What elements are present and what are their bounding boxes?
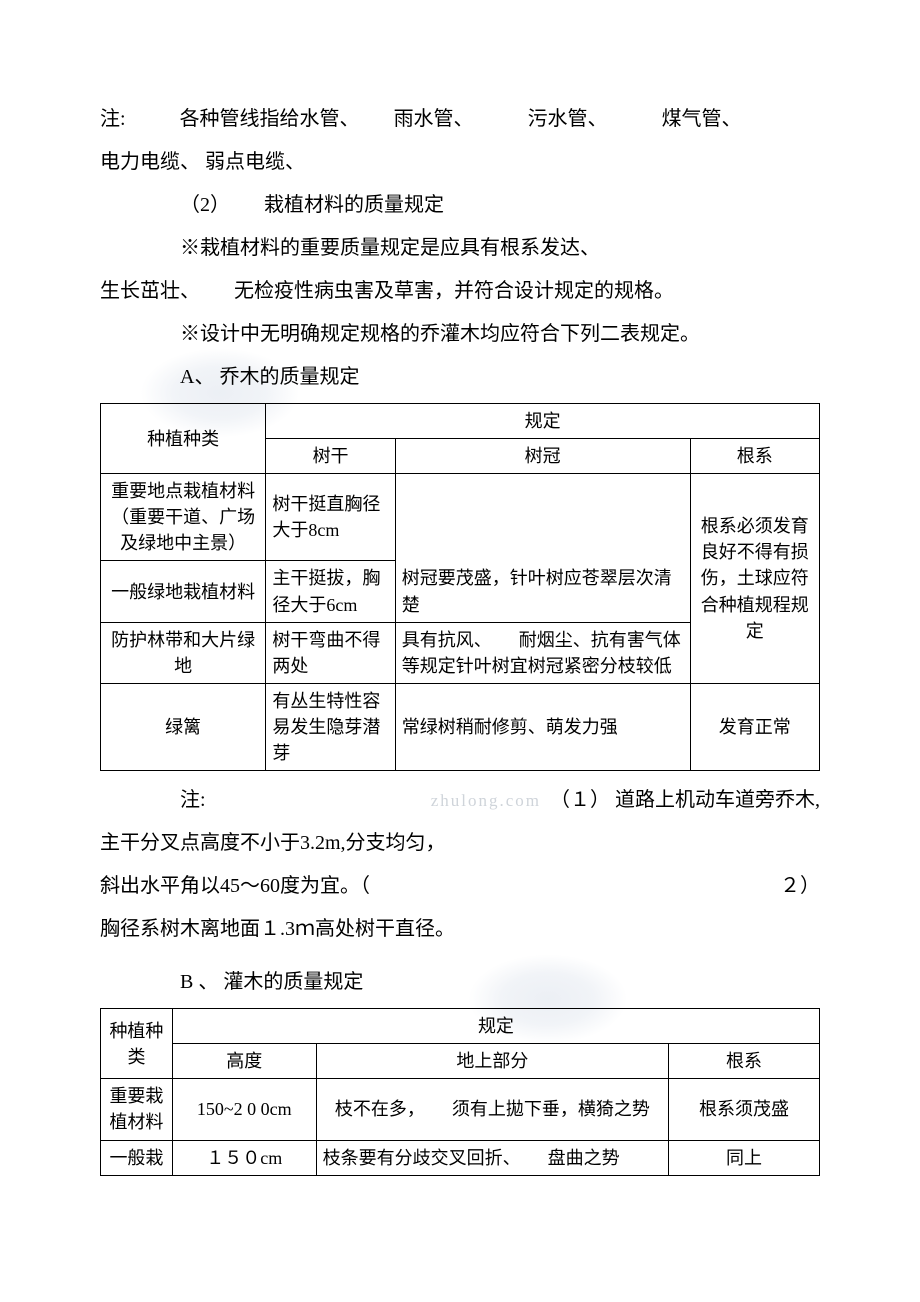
thb-category: 种植种类 [101,1009,173,1079]
th-category: 种植种类 [101,404,266,474]
para-growth-a: 生长茁壮、 [100,280,200,302]
cellb-above-2: 枝条要有分歧交叉回折、 盘曲之势 [316,1140,668,1175]
post-note-line4: 胸径系树木离地面１.3ｍ高处树干直径。 [100,910,820,949]
table-row: 种植种类 规定 [101,404,820,439]
para-star-1: ※栽植材料的重要质量规定是应具有根系发达、 [100,229,820,268]
table-row: 一般栽 １５０cm 枝条要有分歧交叉回折、 盘曲之势 同上 [101,1140,820,1175]
th-trunk: 树干 [266,439,395,474]
thb-regulation: 规定 [172,1009,819,1044]
note-text-1c: 雨水管、 [394,108,474,130]
section-2-heading: （2） 栽植材料的质量规定 [100,186,820,225]
cell-trunk-3: 树干弯曲不得两处 [266,622,395,683]
note-top-line2: 电力电缆、 弱点电缆、 [100,143,820,182]
para-growth-b: 无检疫性病虫害及草害，并符合设计规定的规格。 [234,280,674,302]
cell-category-1: 重要地点栽植材料（重要干道、广场及绿地中主景） [101,474,266,561]
para-growth: 生长茁壮、 无检疫性病虫害及草害，并符合设计规定的规格。 [100,272,820,311]
post-note-line2: 主干分叉点高度不小于3.2m,分支均匀， [100,824,820,863]
cell-crown-3: 具有抗风、 耐烟尘、抗有害气体等规定针叶树宜树冠紧密分枝较低 [395,622,690,683]
table-row: 高度 地上部分 根系 [101,1044,820,1079]
note-text-1b: 各种管线指给水管、 [180,108,360,130]
post-note-label: 注: [180,781,206,820]
cell-trunk-1: 树干挺直胸径大于8cm [266,474,395,561]
section-2-number: （2） [180,194,230,216]
cell-category-4: 绿篱 [101,683,266,770]
table-row: 重要地点栽植材料（重要干道、广场及绿地中主景） 树干挺直胸径大于8cm 树冠要茂… [101,474,820,561]
section-a-heading: A、 乔木的质量规定 [100,358,820,397]
th-crown: 树冠 [395,439,690,474]
cell-crown-4: 常绿树稍耐修剪、萌发力强 [395,683,690,770]
th-regulation: 规定 [266,404,820,439]
thb-height: 高度 [172,1044,316,1079]
cellb-height-1: 150~2 0 0cm [172,1079,316,1140]
note-top-line1: 注: 各种管线指给水管、 雨水管、 污水管、 煤气管、 [100,100,820,139]
section-a-title: A、 乔木的质量规定 [180,366,359,388]
table-a-tree-quality: 种植种类 规定 树干 树冠 根系 重要地点栽植材料（重要干道、广场及绿地中主景）… [100,403,820,771]
cellb-category-2: 一般栽 [101,1140,173,1175]
cell-root-4: 发育正常 [690,683,819,770]
thb-root: 根系 [668,1044,819,1079]
section-b-heading: B 、 灌木的质量规定 [100,963,820,1002]
post-note-line3b: ２） [780,867,820,906]
cell-root-merged: 根系必须发育良好不得有损伤，土球应符合种植规程规定 [690,474,819,684]
table-b-shrub-quality: 种植种类 规定 高度 地上部分 根系 重要栽植材料 150~2 0 0cm 枝不… [100,1008,820,1175]
cellb-root-1: 根系须茂盛 [668,1079,819,1140]
cellb-height-2: １５０cm [172,1140,316,1175]
note-label: 注: [100,108,126,130]
note-text-1d: 污水管、 [528,108,608,130]
note-text-1e: 煤气管、 [662,108,742,130]
cellb-category-1: 重要栽植材料 [101,1079,173,1140]
post-note-line3a: 斜出水平角以45～60度为宜。（ [100,875,370,897]
cell-trunk-2: 主干挺拔，胸径大于6cm [266,561,395,622]
cellb-above-1: 枝不在多， 须有上拋下垂，横猗之势 [316,1079,668,1140]
cell-trunk-4: 有丛生特性容易发生隐芽潜芽 [266,683,395,770]
post-note-line1: 注: zhulong.com （１） 道路上机动车道旁乔木, [100,781,820,820]
post-note-num1: （１） [550,789,610,811]
cell-category-3: 防护林带和大片绿地 [101,622,266,683]
post-note-r1: 道路上机动车道旁乔木, [615,789,820,811]
thb-above: 地上部分 [316,1044,668,1079]
table-row: 重要栽植材料 150~2 0 0cm 枝不在多， 须有上拋下垂，横猗之势 根系须… [101,1079,820,1140]
watermark-text: zhulong.com [431,791,541,810]
para-star-2: ※设计中无明确规定规格的乔灌木均应符合下列二表规定。 [100,315,820,354]
post-note-line3: 斜出水平角以45～60度为宜。（ ２） [100,867,820,906]
cell-crown-1: 树冠要茂盛，针叶树应苍翠层次清楚 [395,474,690,622]
section-2-title: 栽植材料的质量规定 [264,194,444,216]
cell-category-2: 一般绿地栽植材料 [101,561,266,622]
cellb-root-2: 同上 [668,1140,819,1175]
table-row: 绿篱 有丛生特性容易发生隐芽潜芽 常绿树稍耐修剪、萌发力强 发育正常 [101,683,820,770]
table-row: 种植种类 规定 [101,1009,820,1044]
section-b-title: B 、 灌木的质量规定 [180,971,363,993]
th-root: 根系 [690,439,819,474]
